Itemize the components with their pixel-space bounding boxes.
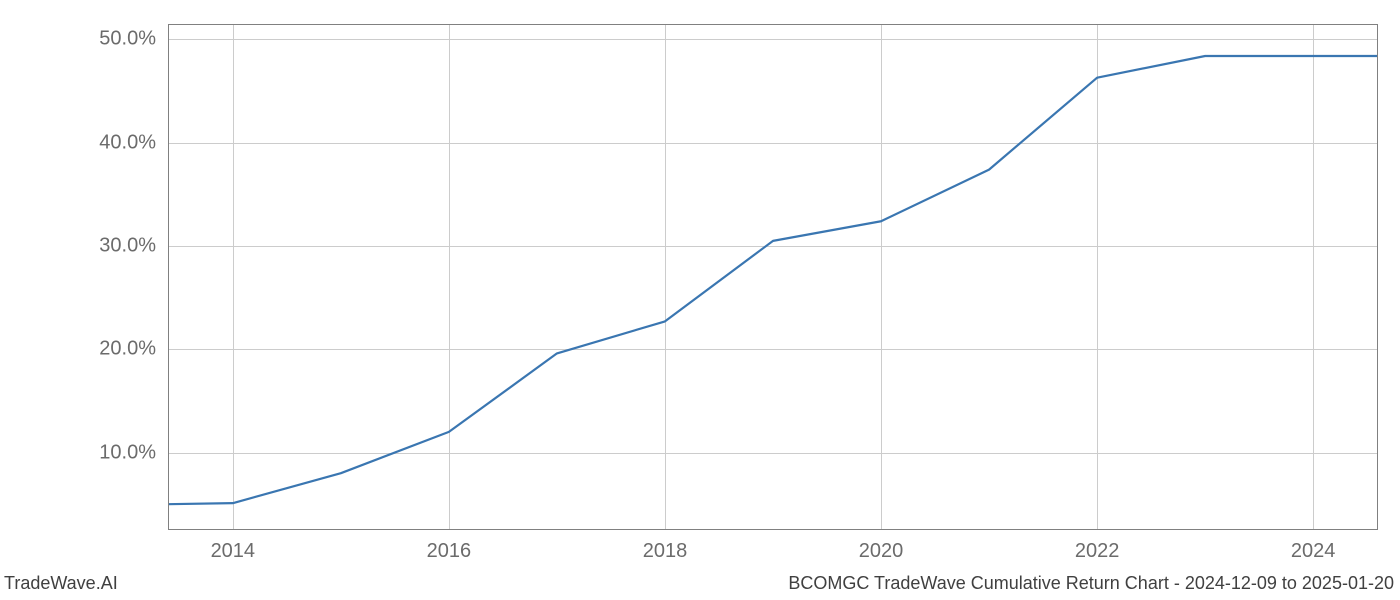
y-tick-label: 40.0% [99, 131, 156, 154]
plot-area: 10.0%20.0%30.0%40.0%50.0% 20142016201820… [168, 24, 1378, 530]
x-tick-label: 2014 [211, 540, 256, 563]
line-series [168, 24, 1378, 530]
footer-right-text: BCOMGC TradeWave Cumulative Return Chart… [788, 573, 1394, 594]
x-tick-label: 2018 [643, 540, 688, 563]
return-line [168, 56, 1378, 504]
x-tick-label: 2020 [859, 540, 904, 563]
plot-border-left [168, 24, 169, 530]
plot-border-top [168, 24, 1378, 25]
plot-border-right [1377, 24, 1378, 530]
plot-border-bottom [168, 529, 1378, 530]
chart-container: 10.0% 20.0% 30.0% 40.0% 50.0% 2014 2016 2018 20… [0, 0, 1400, 600]
y-tick-label: 30.0% [99, 235, 156, 258]
y-tick-label: 50.0% [99, 28, 156, 51]
x-tick-label: 2022 [1075, 540, 1120, 563]
footer-left-text: TradeWave.AI [4, 573, 118, 594]
y-tick-label: 10.0% [99, 441, 156, 464]
x-tick-label: 2016 [427, 540, 472, 563]
y-tick-label: 20.0% [99, 338, 156, 361]
x-tick-label: 2024 [1291, 540, 1336, 563]
